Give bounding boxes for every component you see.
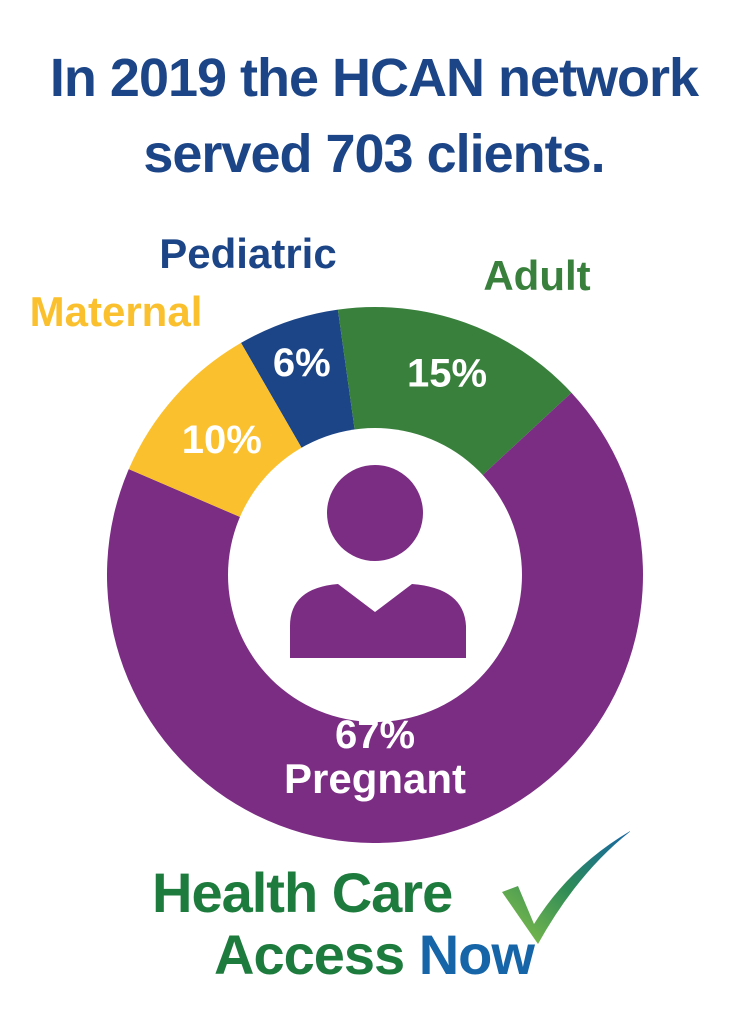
title-line-2: served 703 clients. — [143, 124, 605, 184]
logo-now: Now — [419, 923, 536, 986]
pct-label-adult: 15% — [407, 351, 487, 395]
checkmark-icon — [502, 831, 630, 944]
category-label-pregnant: Pregnant — [284, 755, 466, 802]
category-label-pediatric: Pediatric — [159, 230, 336, 277]
pct-label-pregnant: 67% — [335, 713, 415, 757]
hcan-logo: Health Care Access Now — [152, 831, 630, 986]
person-icon — [290, 465, 466, 658]
logo-line-1: Health Care — [152, 861, 452, 924]
category-label-maternal: Maternal — [30, 288, 203, 335]
page-title: In 2019 the HCAN network served 703 clie… — [0, 40, 748, 192]
logo-line-2: Access Now — [214, 923, 535, 986]
pct-label-maternal: 10% — [182, 418, 262, 462]
title-line-1: In 2019 the HCAN network — [49, 48, 699, 108]
logo-health: Health — [152, 861, 332, 924]
logo-care: Care — [332, 861, 453, 924]
pct-label-pediatric: 6% — [273, 341, 331, 385]
category-label-adult: Adult — [483, 252, 590, 299]
logo-access: Access — [214, 923, 419, 986]
donut-labels: 6% Pediatric 15% Adult 67%Pregnant 10% Materna… — [30, 230, 591, 802]
